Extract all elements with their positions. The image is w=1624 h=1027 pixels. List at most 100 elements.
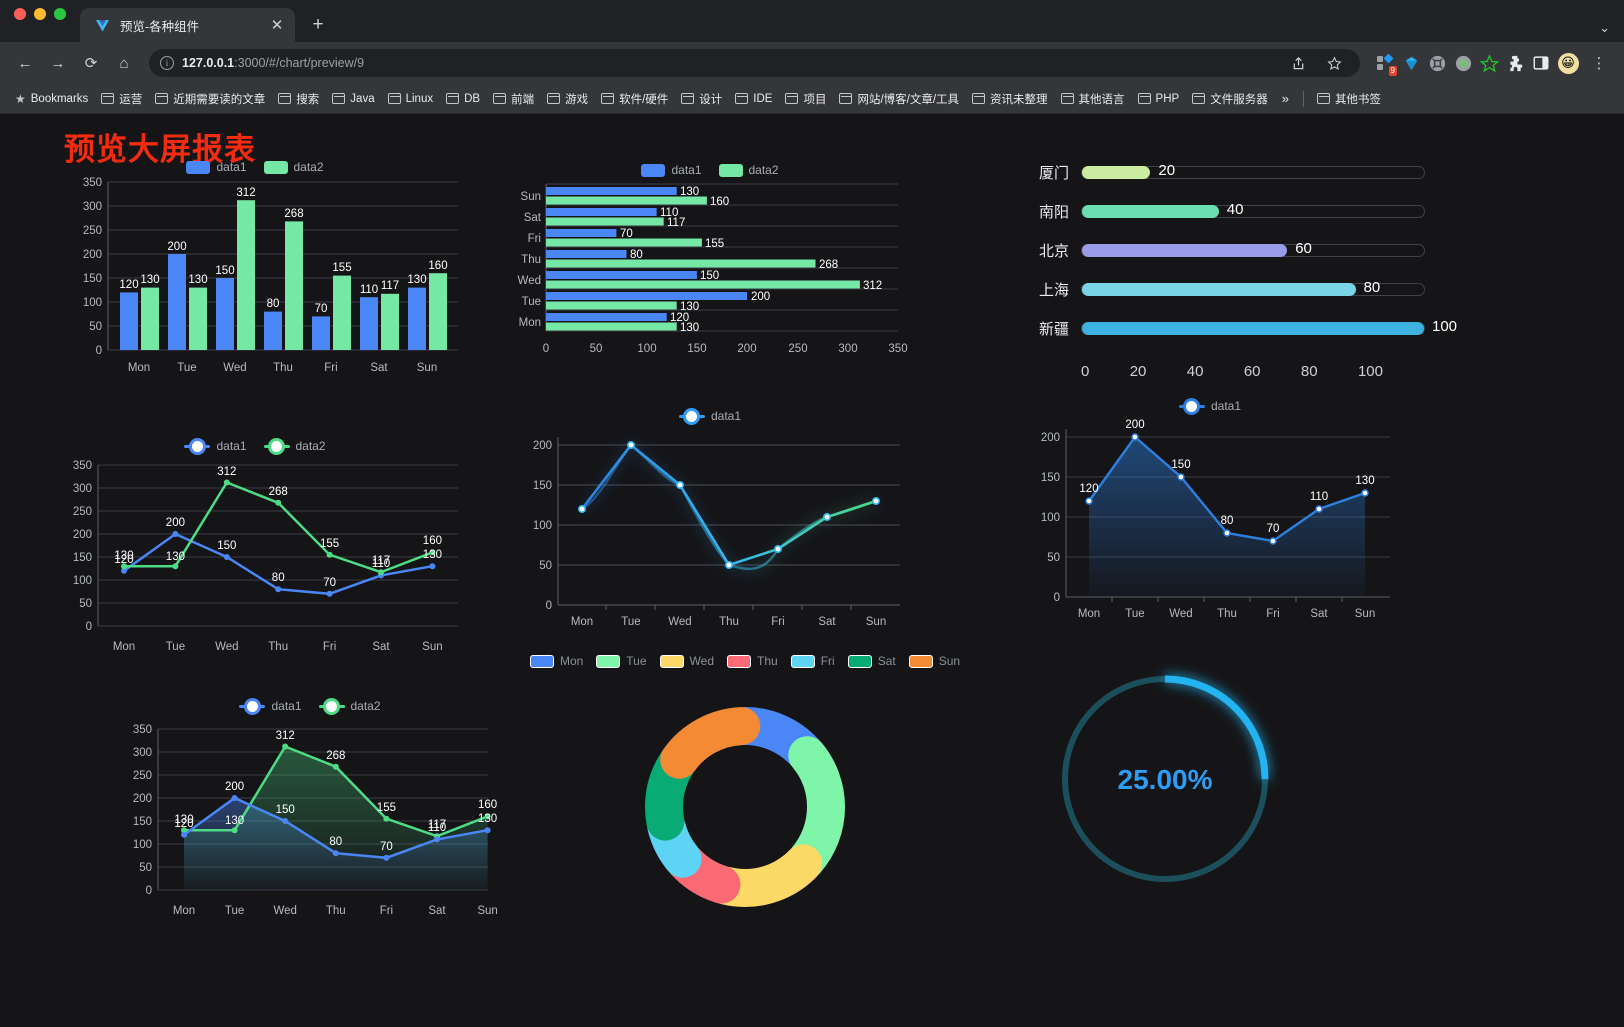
svg-text:70: 70 <box>380 841 393 853</box>
legend-item-data2[interactable]: data2 <box>718 163 779 177</box>
progress-row[interactable]: 南阳 40 <box>1025 201 1425 222</box>
progress-row[interactable]: 新疆 100 <box>1025 318 1457 339</box>
svg-text:Sun: Sun <box>417 362 437 374</box>
progress-row[interactable]: 厦门 20 <box>1025 162 1425 183</box>
legend-item-thu[interactable]: Thu <box>727 654 778 668</box>
progress-track[interactable]: 60 <box>1081 240 1425 257</box>
svg-text:130: 130 <box>407 274 426 286</box>
legend-item-wed[interactable]: Wed <box>659 654 714 668</box>
diamond-extension-icon[interactable] <box>1400 52 1422 74</box>
bookmark-label: 项目 <box>803 93 827 106</box>
close-window-button[interactable] <box>14 8 26 20</box>
gradient-line-chart[interactable]: data1 200 150 100 50 0 <box>500 407 920 689</box>
vertical-bar-chart[interactable]: data1 data2 350 300 250 200 150 100 5 <box>40 154 470 414</box>
legend-item-sun[interactable]: Sun <box>908 654 960 668</box>
progress-track[interactable]: 20 <box>1081 162 1425 179</box>
other-bookmarks-item[interactable]: 其他书签 <box>1311 88 1387 110</box>
legend-item-data1[interactable]: data1 <box>1178 397 1241 415</box>
browser-menu-icon[interactable]: ⋮ <box>1591 55 1607 72</box>
home-icon[interactable]: ⌂ <box>119 54 129 72</box>
legend-item-data1[interactable]: data1 <box>678 407 741 425</box>
svg-text:250: 250 <box>73 506 92 518</box>
donut-slice-tue[interactable] <box>645 707 845 907</box>
area-chart-dual[interactable]: data1 data2 <box>100 697 520 969</box>
maximize-window-button[interactable] <box>54 8 66 20</box>
bookmark-folder-5[interactable]: DB <box>440 90 486 108</box>
close-tab-icon[interactable]: ✕ <box>270 17 284 34</box>
horizontal-bar-chart[interactable]: data1 data2 <box>500 154 920 414</box>
sidepanel-icon[interactable] <box>1530 52 1552 74</box>
browser-tab[interactable]: 预览-各种组件 ✕ <box>80 8 295 42</box>
svg-text:0: 0 <box>543 343 549 355</box>
svg-text:Tue: Tue <box>225 905 244 917</box>
bookmark-folder-1[interactable]: 近期需要读的文章 <box>149 88 271 110</box>
back-icon[interactable]: ← <box>17 54 33 72</box>
legend-item-data2[interactable]: data2 <box>263 160 324 174</box>
bookmark-folder-3[interactable]: Java <box>326 90 380 108</box>
legend-item-sat[interactable]: Sat <box>847 654 896 668</box>
svg-text:Sat: Sat <box>818 616 836 628</box>
legend-item-data1[interactable]: data1 <box>184 437 247 455</box>
svg-text:70: 70 <box>1267 523 1280 535</box>
legend-item-tue[interactable]: Tue <box>596 654 647 668</box>
legend-item-mon[interactable]: Mon <box>529 654 583 668</box>
new-tab-button[interactable]: + <box>312 14 324 35</box>
legend-item-data1[interactable]: data1 <box>641 163 702 177</box>
reload-icon[interactable]: ⟳ <box>84 55 98 72</box>
bookmark-folder-9[interactable]: 设计 <box>675 88 728 110</box>
bookmarks-overflow-button[interactable]: » <box>1281 91 1289 106</box>
progress-track[interactable]: 80 <box>1081 279 1425 296</box>
grid-extension-icon[interactable]: 9 <box>1374 52 1397 76</box>
donut-slice-sun[interactable] <box>645 707 845 907</box>
bookmark-folder-14[interactable]: 其他语言 <box>1055 88 1131 110</box>
star-extension-icon[interactable] <box>1478 52 1500 74</box>
progress-row[interactable]: 北京 60 <box>1025 240 1425 261</box>
bookmark-folder-0[interactable]: 运营 <box>95 88 148 110</box>
legend-item-data2[interactable]: data2 <box>263 437 326 455</box>
folder-icon <box>839 93 853 104</box>
legend-item-fri[interactable]: Fri <box>790 654 835 668</box>
bookmark-folder-8[interactable]: 软件/硬件 <box>595 88 674 110</box>
site-info-icon[interactable]: i <box>160 56 174 70</box>
svg-text:100: 100 <box>73 575 92 587</box>
chevron-down-icon[interactable]: ⌄ <box>1599 20 1610 35</box>
legend-item-data1[interactable]: data1 <box>239 697 302 715</box>
bookmark-folder-12[interactable]: 网站/博客/文章/工具 <box>833 88 965 110</box>
folder-icon <box>493 93 507 104</box>
progress-bar-chart[interactable]: 厦门 20 南阳 40 北京 <box>1025 162 1457 380</box>
bookmark-folder-10[interactable]: IDE <box>729 90 778 108</box>
bookmark-folder-4[interactable]: Linux <box>382 90 440 108</box>
donut-slice-wed[interactable] <box>645 707 845 907</box>
progress-track[interactable]: 40 <box>1081 201 1425 218</box>
gauge-chart[interactable]: 25.00% <box>1035 639 1295 939</box>
address-bar[interactable]: i 127.0.0.1:3000/#/chart/preview/9 <box>149 49 1360 77</box>
command-extension-icon[interactable] <box>1426 52 1448 74</box>
progress-track[interactable]: 100 <box>1081 318 1457 335</box>
legend-item-data1[interactable]: data1 <box>186 160 247 174</box>
circle-extension-icon[interactable] <box>1452 52 1474 74</box>
bookmarks-manager-item[interactable]: ★ Bookmarks <box>9 89 94 109</box>
bookmark-folder-7[interactable]: 游戏 <box>541 88 594 110</box>
donut-chart[interactable]: Mon Tue Wed Thu Fri Sat Sun <box>529 654 960 984</box>
forward-icon[interactable]: → <box>50 54 66 72</box>
minimize-window-button[interactable] <box>34 8 46 20</box>
bookmark-folder-15[interactable]: PHP <box>1132 90 1186 108</box>
bookmark-folder-11[interactable]: 项目 <box>779 88 832 110</box>
area-chart-single[interactable]: data1 200 150 100 50 0 <box>1010 397 1410 669</box>
svg-text:Fri: Fri <box>528 233 541 245</box>
avatar[interactable]: 😀 <box>1555 52 1581 74</box>
bookmark-folder-2[interactable]: 搜索 <box>272 88 325 110</box>
bookmark-folder-6[interactable]: 前端 <box>487 88 540 110</box>
progress-row[interactable]: 上海 80 <box>1025 279 1425 300</box>
bookmark-folder-13[interactable]: 资讯未整理 <box>966 88 1054 110</box>
svg-text:Thu: Thu <box>521 254 541 266</box>
bookmark-folder-16[interactable]: 文件服务器 <box>1186 88 1274 110</box>
line-chart-dual[interactable]: data1 data2 350 300 250 200 150 100 50 0 <box>40 437 470 699</box>
puzzle-extensions-icon[interactable] <box>1504 52 1526 74</box>
svg-text:110: 110 <box>360 284 378 296</box>
legend-item-data2[interactable]: data2 <box>318 697 381 715</box>
donut-slice-sat[interactable] <box>645 707 845 907</box>
bookmark-star-icon[interactable] <box>1319 48 1349 78</box>
svg-text:117: 117 <box>372 555 390 567</box>
share-icon[interactable] <box>1283 48 1313 78</box>
